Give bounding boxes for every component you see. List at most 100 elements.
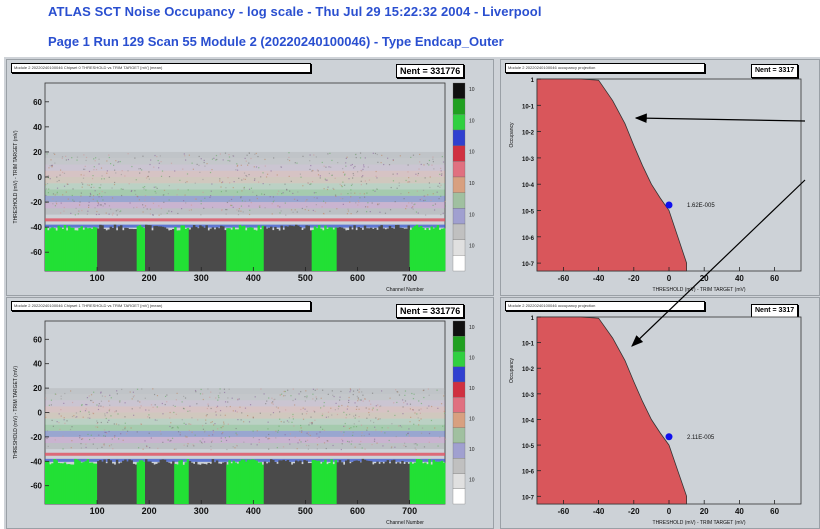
noise-dot bbox=[207, 405, 210, 407]
noise-dot bbox=[52, 198, 54, 200]
x-tick-label: 300 bbox=[194, 506, 209, 516]
noise-dot bbox=[387, 157, 389, 159]
noise-dot bbox=[331, 174, 333, 177]
noise-dot bbox=[228, 200, 230, 202]
noise-dot bbox=[319, 426, 322, 428]
occupancy-bar bbox=[147, 225, 150, 271]
noise-dot bbox=[156, 394, 159, 397]
noise-dot bbox=[321, 414, 323, 417]
noise-dot bbox=[293, 198, 296, 200]
occupancy-bar bbox=[211, 459, 215, 504]
noise-dot bbox=[323, 213, 325, 215]
noise-dot bbox=[132, 396, 134, 398]
occupancy-bar bbox=[124, 227, 127, 271]
occupancy-bar bbox=[322, 461, 325, 504]
occupancy-bar bbox=[232, 227, 235, 271]
noise-dot bbox=[243, 178, 245, 180]
noise-dot bbox=[96, 200, 98, 202]
noise-dot bbox=[163, 194, 165, 196]
noise-dot bbox=[100, 204, 102, 206]
noise-dot bbox=[428, 182, 430, 184]
occupancy-bar bbox=[63, 224, 67, 271]
noise-dot bbox=[142, 204, 144, 206]
noise-dot bbox=[58, 179, 60, 182]
noise-dot bbox=[421, 427, 424, 429]
noise-dot bbox=[93, 158, 95, 160]
occupancy-bar bbox=[163, 459, 167, 504]
noise-dot bbox=[213, 157, 215, 159]
noise-dot bbox=[418, 419, 420, 422]
noise-dot bbox=[168, 210, 170, 212]
noise-dot bbox=[232, 155, 235, 157]
noise-dot bbox=[368, 411, 370, 414]
occupancy-bar bbox=[153, 226, 156, 271]
noise-dot bbox=[82, 416, 84, 418]
occupancy-bar bbox=[86, 228, 90, 271]
noise-dot bbox=[412, 409, 414, 411]
noise-dot bbox=[224, 401, 227, 403]
noise-dot bbox=[371, 392, 374, 394]
occupancy-bar bbox=[51, 463, 54, 504]
noise-dot bbox=[249, 199, 251, 201]
occupancy-bar bbox=[420, 459, 423, 504]
noise-dot bbox=[408, 435, 410, 437]
noise-dot bbox=[375, 405, 377, 407]
noise-dot bbox=[323, 405, 325, 407]
noise-dot bbox=[248, 162, 250, 164]
noise-dot bbox=[375, 429, 377, 431]
color-scale-cell bbox=[452, 129, 466, 146]
noise-dot bbox=[146, 445, 148, 447]
noise-dot bbox=[48, 167, 50, 169]
noise-band bbox=[45, 418, 445, 425]
noise-dot bbox=[185, 423, 187, 425]
noise-dot bbox=[272, 201, 274, 203]
noise-dot bbox=[439, 186, 441, 188]
occupancy-bar bbox=[372, 464, 375, 504]
x-tick-label: -60 bbox=[558, 274, 570, 283]
noise-dot bbox=[320, 397, 322, 399]
occupancy-bar bbox=[151, 230, 154, 271]
noise-dot bbox=[354, 165, 356, 168]
noise-dot bbox=[52, 193, 55, 195]
noise-dot bbox=[147, 416, 149, 418]
noise-dot bbox=[377, 203, 379, 205]
noise-dot bbox=[238, 208, 240, 210]
noise-dot bbox=[322, 389, 324, 391]
noise-dot bbox=[143, 206, 145, 209]
noise-dot bbox=[376, 153, 378, 156]
noise-dot bbox=[92, 443, 94, 445]
noise-dot bbox=[241, 412, 243, 414]
noise-dot bbox=[364, 206, 367, 208]
y-tick-label: 0 bbox=[38, 173, 43, 182]
noise-dot bbox=[88, 411, 90, 413]
noise-dot bbox=[239, 406, 241, 408]
noise-dot bbox=[222, 425, 224, 428]
noise-dot bbox=[109, 394, 111, 396]
noise-dot bbox=[137, 196, 139, 198]
occupancy-bar bbox=[47, 461, 50, 504]
noise-dot bbox=[371, 409, 374, 411]
noise-band bbox=[45, 189, 445, 196]
noise-dot bbox=[268, 397, 270, 399]
noise-dot bbox=[84, 410, 87, 412]
noise-dot bbox=[119, 401, 121, 404]
occupancy-bar bbox=[105, 463, 108, 504]
color-scale-cell bbox=[452, 176, 466, 193]
occupancy-bar bbox=[388, 463, 392, 504]
noise-dot bbox=[355, 156, 357, 159]
y-axis-label: Occupancy bbox=[509, 357, 515, 383]
noise-dot bbox=[427, 194, 429, 196]
noise-band bbox=[45, 430, 445, 437]
noise-dot bbox=[221, 427, 223, 429]
noise-dot bbox=[160, 175, 163, 177]
noise-dot bbox=[405, 445, 407, 448]
noise-dot bbox=[156, 419, 158, 421]
occupancy-bar bbox=[401, 460, 404, 504]
noise-dot bbox=[364, 180, 367, 182]
noise-dot bbox=[108, 176, 110, 178]
noise-dot bbox=[350, 196, 352, 198]
occupancy-bar bbox=[349, 463, 352, 504]
y-tick-label: -40 bbox=[30, 223, 42, 232]
noise-dot bbox=[177, 188, 179, 191]
noise-dot bbox=[432, 158, 434, 160]
